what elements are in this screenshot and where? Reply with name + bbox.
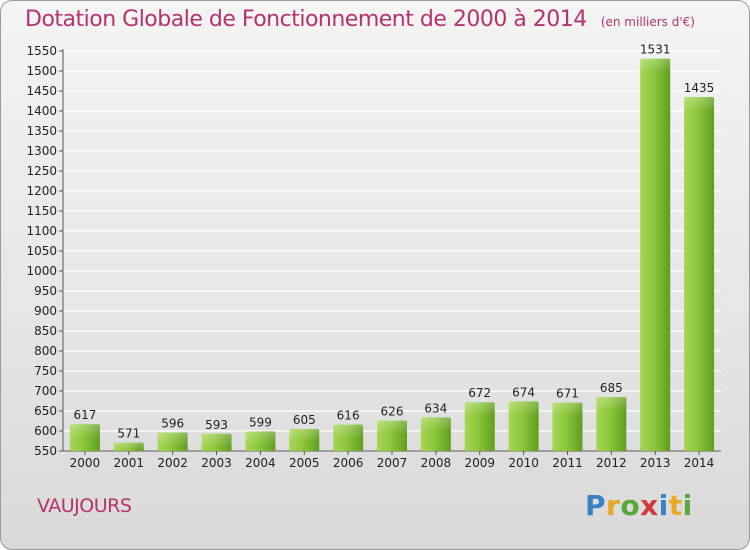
bar-highlight bbox=[157, 432, 188, 447]
y-tick-label: 1250 bbox=[26, 164, 57, 178]
data-label-2005: 605 bbox=[293, 413, 316, 427]
data-label-2014: 1435 bbox=[684, 81, 715, 95]
data-label-2001: 571 bbox=[117, 427, 140, 441]
y-tick-label: 1100 bbox=[26, 224, 57, 238]
y-tick-labels: 550 600 650 700 750 800 850 900 950 1000 1050 1100 1… bbox=[26, 44, 57, 458]
logo-letter: x bbox=[640, 489, 659, 522]
data-labels: 617 571 596 593 599 605 616 626 634 672 674 671 685 1… bbox=[73, 43, 714, 441]
logo-letter: i bbox=[682, 489, 693, 522]
x-tick-label: 2001 bbox=[114, 456, 145, 470]
bar-highlight bbox=[69, 424, 100, 439]
data-label-2010: 674 bbox=[512, 385, 535, 399]
y-tick-label: 950 bbox=[34, 284, 57, 298]
bar-highlight bbox=[464, 402, 495, 417]
logo-letter: t bbox=[668, 489, 683, 522]
bar-highlight bbox=[640, 58, 671, 73]
data-label-2007: 626 bbox=[381, 405, 404, 419]
bar-highlight bbox=[596, 397, 627, 411]
data-label-2008: 634 bbox=[424, 401, 447, 415]
y-tick-label: 1050 bbox=[26, 244, 57, 258]
logo-letter: P bbox=[585, 489, 607, 522]
x-tick-label: 2006 bbox=[333, 456, 364, 470]
bar-highlight bbox=[552, 402, 583, 417]
bar-2013 bbox=[640, 58, 671, 451]
data-label-2000: 617 bbox=[73, 408, 96, 422]
y-tick-label: 1150 bbox=[26, 204, 57, 218]
logo-letter: r bbox=[606, 489, 621, 522]
x-tick-label: 2014 bbox=[684, 456, 715, 470]
commune-name: VAUJOURS bbox=[37, 495, 132, 517]
y-tick-label: 1500 bbox=[26, 64, 57, 78]
chart-title-text: Dotation Globale de Fonctionnement de 20… bbox=[25, 7, 587, 32]
bar-2014 bbox=[684, 97, 715, 451]
y-tick-label: 800 bbox=[34, 344, 57, 358]
logo-letter: o bbox=[620, 489, 641, 522]
bar-highlight bbox=[684, 97, 715, 111]
data-label-2011: 671 bbox=[556, 387, 579, 401]
x-tick-label: 2013 bbox=[640, 456, 671, 470]
bar-highlight bbox=[508, 401, 539, 416]
chart-title: Dotation Globale de Fonctionnement de 20… bbox=[25, 7, 695, 32]
x-tick-label: 2003 bbox=[201, 456, 232, 470]
y-tick-label: 1450 bbox=[26, 84, 57, 98]
bar-highlight bbox=[201, 433, 232, 448]
y-tick-label: 1550 bbox=[26, 44, 57, 58]
bar-highlight bbox=[377, 420, 407, 435]
y-tick-label: 550 bbox=[34, 444, 57, 458]
y-tick-label: 900 bbox=[34, 304, 57, 318]
x-tick-label: 2012 bbox=[596, 456, 627, 470]
y-tick-label: 1300 bbox=[26, 144, 57, 158]
x-tick-label: 2000 bbox=[70, 456, 101, 470]
bar-highlight bbox=[113, 442, 144, 451]
proxiti-logo: Proxiti bbox=[585, 489, 693, 522]
x-tick-label: 2009 bbox=[464, 456, 495, 470]
y-tick-label: 700 bbox=[34, 384, 57, 398]
y-tick-label: 850 bbox=[34, 324, 57, 338]
y-tick-label: 600 bbox=[34, 424, 57, 438]
bar-highlight bbox=[420, 417, 451, 432]
x-tick-label: 2004 bbox=[245, 456, 276, 470]
data-label-2002: 596 bbox=[161, 417, 184, 431]
x-tick-labels: 2000 2001 2002 2003 2004 2005 2006 2007 2008 2009… bbox=[70, 456, 715, 470]
x-tick-label: 2002 bbox=[157, 456, 188, 470]
bar-highlight bbox=[245, 431, 276, 446]
y-tick-label: 1000 bbox=[26, 264, 57, 278]
data-label-2006: 616 bbox=[337, 409, 360, 423]
data-label-2009: 672 bbox=[468, 386, 491, 400]
data-label-2004: 599 bbox=[249, 415, 272, 429]
x-tick-label: 2010 bbox=[508, 456, 539, 470]
x-tick-label: 2007 bbox=[377, 456, 408, 470]
chart-subtitle: (en milliers d'€) bbox=[600, 15, 695, 29]
data-label-2003: 593 bbox=[205, 418, 228, 432]
x-tick-label: 2011 bbox=[552, 456, 583, 470]
y-tick-label: 1350 bbox=[26, 124, 57, 138]
bar-highlight bbox=[289, 429, 320, 443]
y-tick-label: 1400 bbox=[26, 104, 57, 118]
data-label-2012: 685 bbox=[600, 381, 623, 395]
bar-highlight bbox=[333, 424, 364, 439]
x-tick-label: 2005 bbox=[289, 456, 320, 470]
x-tick-label: 2008 bbox=[421, 456, 452, 470]
y-tick-label: 650 bbox=[34, 404, 57, 418]
y-tick-label: 750 bbox=[34, 364, 57, 378]
bars bbox=[69, 58, 715, 451]
logo-letter: i bbox=[658, 489, 669, 522]
y-tick-label: 1200 bbox=[26, 184, 57, 198]
data-label-2013: 1531 bbox=[640, 43, 671, 57]
